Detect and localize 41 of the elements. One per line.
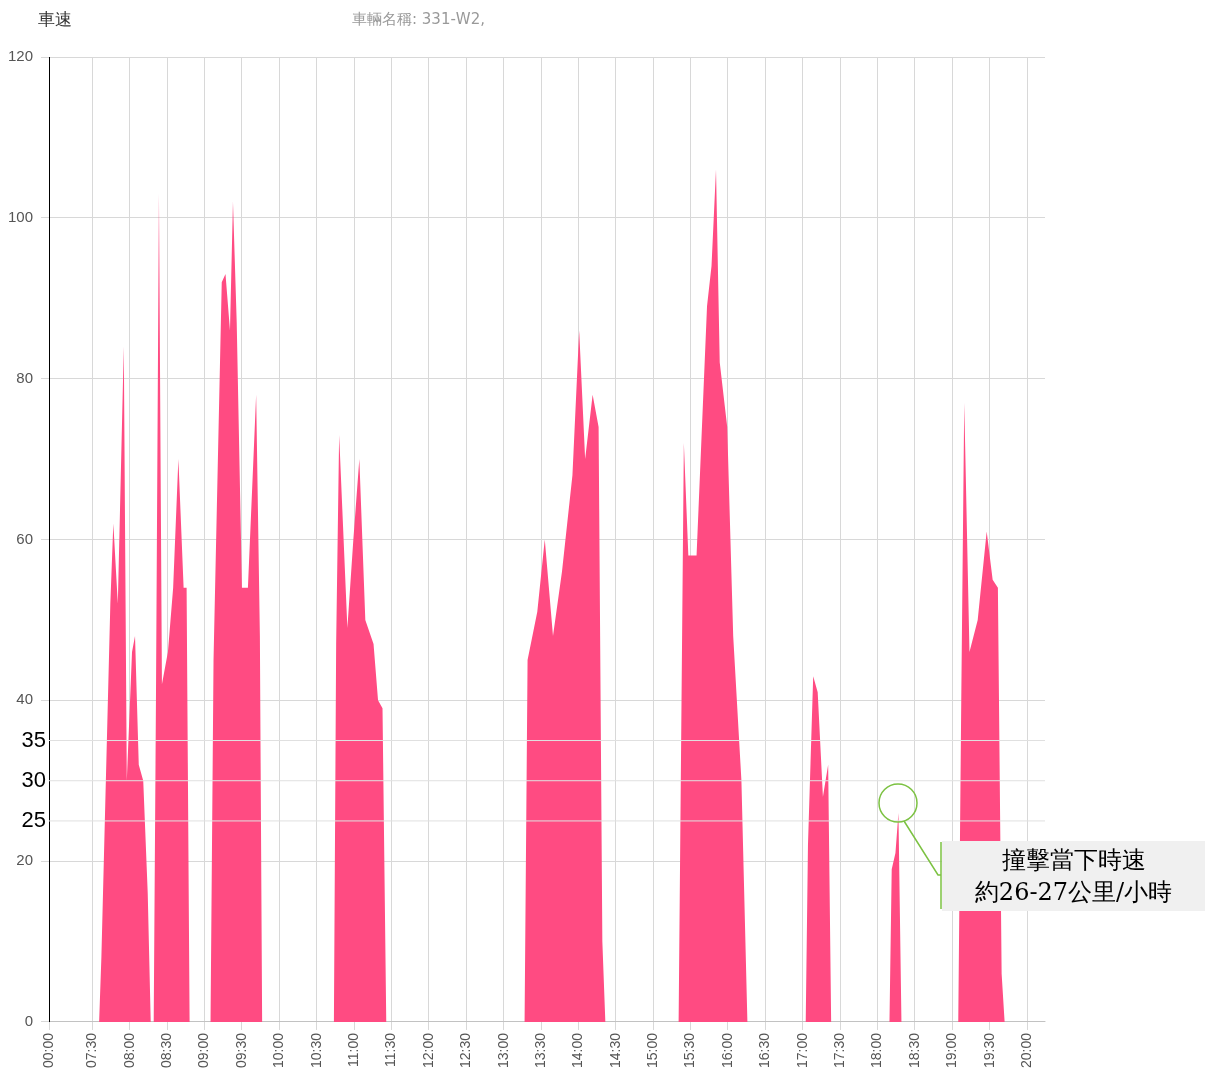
x-tick-label: 19:30 bbox=[980, 1032, 997, 1069]
x-tick-label: 12:30 bbox=[457, 1032, 474, 1069]
x-tick-label: 19:00 bbox=[943, 1032, 960, 1069]
x-tick-label: 08:00 bbox=[120, 1032, 137, 1069]
x-tick-label: 15:30 bbox=[681, 1032, 698, 1069]
chart-title: 車速 bbox=[38, 8, 72, 31]
y-tick-label: 40 bbox=[16, 690, 34, 708]
ref-line-label: 35 bbox=[21, 726, 47, 752]
x-tick-label: 12:00 bbox=[419, 1032, 436, 1069]
y-tick-label: 0 bbox=[24, 1012, 34, 1030]
y-tick-label: 80 bbox=[16, 368, 34, 386]
x-tick-label: 11:30 bbox=[382, 1032, 399, 1067]
annotation: 約26-27公里/小時 bbox=[973, 877, 1174, 908]
x-tick-label: 13:30 bbox=[531, 1032, 548, 1069]
x-tick-label: 09:30 bbox=[232, 1032, 249, 1069]
x-tick-label: 14:30 bbox=[606, 1032, 623, 1069]
x-tick-label: 18:00 bbox=[868, 1032, 885, 1069]
x-tick-label: 10:00 bbox=[270, 1032, 287, 1069]
y-tick-label: 20 bbox=[16, 851, 34, 869]
x-tick-label: 15:00 bbox=[644, 1032, 661, 1069]
y-tick-label: 120 bbox=[8, 47, 34, 65]
x-tick-label: 17:30 bbox=[830, 1032, 847, 1069]
y-tick-label: 100 bbox=[8, 207, 34, 225]
x-tick-label: 00:00 bbox=[39, 1032, 56, 1069]
chart-subtitle: 車輛名稱: 331-W2, bbox=[352, 10, 486, 29]
x-tick-label: 20:00 bbox=[1017, 1032, 1034, 1069]
y-tick-label: 60 bbox=[16, 529, 34, 547]
x-tick-label: 17:00 bbox=[793, 1032, 810, 1069]
x-tick-label: 16:00 bbox=[718, 1032, 735, 1069]
x-tick-label: 07:30 bbox=[83, 1032, 100, 1069]
x-tick-label: 11:00 bbox=[344, 1032, 361, 1067]
x-tick-label: 09:00 bbox=[195, 1032, 212, 1069]
x-tick-label: 18:30 bbox=[905, 1032, 922, 1069]
x-tick-label: 10:30 bbox=[307, 1032, 324, 1069]
ref-line-label: 25 bbox=[21, 806, 47, 832]
x-tick-label: 08:30 bbox=[158, 1032, 175, 1069]
x-tick-label: 14:00 bbox=[569, 1032, 586, 1069]
annotation: 撞擊當下時速 bbox=[1000, 845, 1147, 876]
x-tick-label: 13:00 bbox=[494, 1032, 511, 1069]
x-tick-label: 16:30 bbox=[756, 1032, 773, 1069]
ref-line-label: 30 bbox=[21, 766, 47, 792]
